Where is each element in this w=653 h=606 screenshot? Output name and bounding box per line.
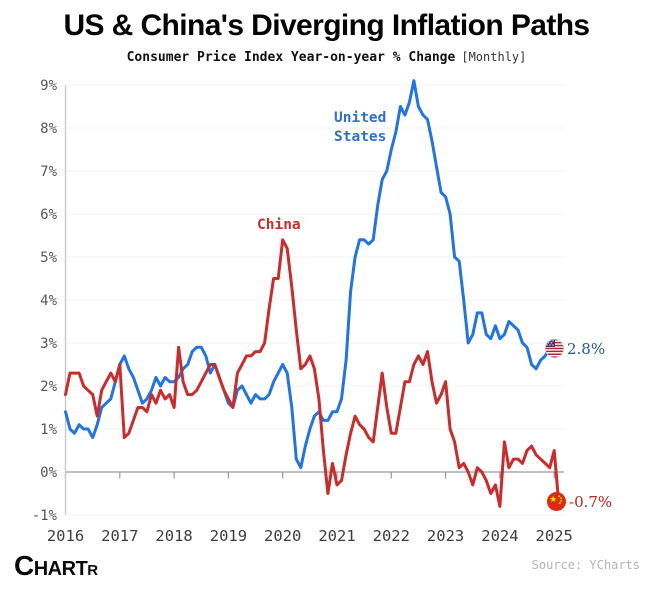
x-tick-label: 2017 — [101, 527, 138, 545]
china-end-value: -0.7% — [569, 492, 613, 511]
x-tick-label: 2018 — [155, 527, 192, 545]
series-line-china — [64, 238, 561, 508]
y-tick-label: 2% — [40, 379, 57, 395]
series-label-united-states: United States — [334, 110, 387, 145]
y-tick-label: 6% — [40, 207, 57, 223]
us-flag-icon — [545, 339, 564, 358]
y-tick-label: 7% — [40, 164, 57, 180]
china-end-annotation: -0.7% — [547, 492, 612, 511]
source-attribution: Source: YCharts — [531, 558, 640, 572]
x-tick-label: 2019 — [210, 527, 247, 545]
us-end-annotation: 2.8% — [545, 339, 605, 358]
y-tick-label: -1% — [32, 508, 58, 524]
logo-letter-c: C — [14, 550, 34, 581]
x-tick-label: 2025 — [536, 527, 573, 545]
y-tick-label: 5% — [40, 250, 57, 266]
y-tick-label: 3% — [40, 336, 57, 352]
series-label-china: China — [257, 217, 301, 233]
china-flag-icon — [547, 492, 566, 511]
x-tick-label: 2016 — [47, 527, 84, 545]
y-tick-label: 0% — [40, 465, 57, 481]
logo-letter-r: R — [87, 562, 98, 579]
subtitle-frequency-tag: [Monthly] — [461, 50, 527, 64]
chart-subtitle: Consumer Price Index Year-on-year % Chan… — [0, 50, 653, 65]
logo-letters-hart: HART — [33, 558, 88, 580]
x-tick-label: 2021 — [318, 527, 355, 545]
x-tick-label: 2024 — [481, 527, 518, 545]
page-title: US & China's Diverging Inflation Paths — [63, 9, 590, 42]
us-end-value: 2.8% — [567, 339, 606, 358]
y-tick-label: 1% — [40, 422, 57, 438]
chartr-logo: CHARTR — [14, 550, 98, 582]
y-tick-label: 4% — [40, 293, 57, 309]
y-tick-label: 9% — [40, 78, 57, 94]
y-tick-label: 8% — [40, 121, 57, 137]
x-tick-label: 2023 — [427, 527, 464, 545]
subtitle-text: Consumer Price Index Year-on-year % Chan… — [126, 50, 456, 65]
series-line-united-states — [64, 79, 561, 470]
x-tick-label: 2020 — [264, 527, 301, 545]
x-tick-label: 2022 — [373, 527, 410, 545]
